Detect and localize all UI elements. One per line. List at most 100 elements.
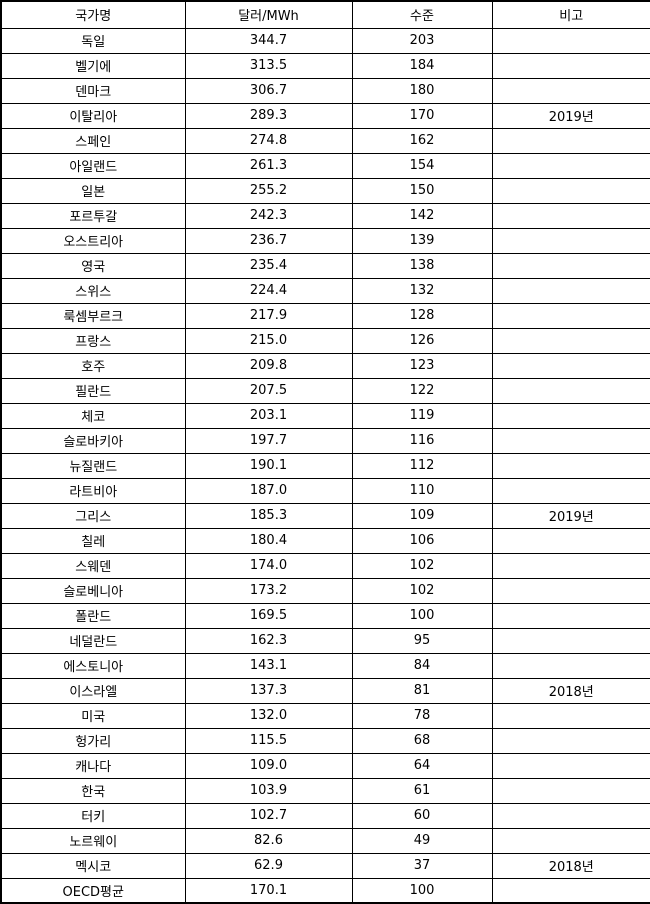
note-cell (491, 727, 650, 754)
table-row: 헝가리 115.5 68 (0, 727, 650, 754)
table-row: 덴마크 306.7 180 (0, 77, 650, 104)
table-row: 스웨덴 174.0 102 (0, 552, 650, 579)
level-cell: 68 (351, 727, 493, 754)
country-cell: 프랑스 (0, 327, 186, 354)
price-cell: 274.8 (184, 127, 353, 154)
table-row: 이스라엘 137.3 81 2018년 (0, 677, 650, 704)
table-row: 멕시코 62.9 37 2018년 (0, 852, 650, 879)
price-cell: 235.4 (184, 252, 353, 279)
note-cell: 2019년 (491, 502, 650, 529)
price-cell: 169.5 (184, 602, 353, 629)
country-cell: 이스라엘 (0, 677, 186, 704)
note-cell (491, 252, 650, 279)
note-cell (491, 802, 650, 829)
table-row: 라트비아 187.0 110 (0, 477, 650, 504)
price-cell: 180.4 (184, 527, 353, 554)
price-cell: 261.3 (184, 152, 353, 179)
note-cell (491, 302, 650, 329)
level-cell: 162 (351, 127, 493, 154)
country-cell: OECD평균 (0, 877, 186, 904)
table-row: OECD평균 170.1 100 (0, 877, 650, 904)
header-row: 국가명 달러/MWh 수준 비고 (0, 0, 650, 29)
price-cell: 207.5 (184, 377, 353, 404)
country-cell: 에스토니아 (0, 652, 186, 679)
price-cell: 313.5 (184, 52, 353, 79)
country-cell: 미국 (0, 702, 186, 729)
price-cell: 187.0 (184, 477, 353, 504)
note-cell (491, 152, 650, 179)
country-cell: 멕시코 (0, 852, 186, 879)
note-cell (491, 277, 650, 304)
table-row: 체코 203.1 119 (0, 402, 650, 429)
level-cell: 184 (351, 52, 493, 79)
level-cell: 102 (351, 552, 493, 579)
country-cell: 캐나다 (0, 752, 186, 779)
level-cell: 150 (351, 177, 493, 204)
table-row: 캐나다 109.0 64 (0, 752, 650, 779)
price-cell: 197.7 (184, 427, 353, 454)
note-cell (491, 427, 650, 454)
price-cell: 203.1 (184, 402, 353, 429)
level-cell: 128 (351, 302, 493, 329)
table-row: 칠레 180.4 106 (0, 527, 650, 554)
level-cell: 154 (351, 152, 493, 179)
country-cell: 룩셈부르크 (0, 302, 186, 329)
note-cell (491, 77, 650, 104)
price-cell: 242.3 (184, 202, 353, 229)
note-cell: 2019년 (491, 102, 650, 129)
country-cell: 헝가리 (0, 727, 186, 754)
country-cell: 스페인 (0, 127, 186, 154)
level-cell: 49 (351, 827, 493, 854)
note-cell (491, 327, 650, 354)
level-cell: 64 (351, 752, 493, 779)
note-cell (491, 652, 650, 679)
level-cell: 60 (351, 802, 493, 829)
note-cell (491, 377, 650, 404)
level-cell: 109 (351, 502, 493, 529)
level-cell: 180 (351, 77, 493, 104)
country-cell: 스웨덴 (0, 552, 186, 579)
level-cell: 106 (351, 527, 493, 554)
price-cell: 62.9 (184, 852, 353, 879)
country-cell: 영국 (0, 252, 186, 279)
table-row: 독일 344.7 203 (0, 27, 650, 54)
country-cell: 폴란드 (0, 602, 186, 629)
table-row: 포르투갈 242.3 142 (0, 202, 650, 229)
table-row: 터키 102.7 60 (0, 802, 650, 829)
level-cell: 138 (351, 252, 493, 279)
country-cell: 스위스 (0, 277, 186, 304)
note-cell (491, 352, 650, 379)
level-cell: 81 (351, 677, 493, 704)
level-cell: 123 (351, 352, 493, 379)
country-cell: 칠레 (0, 527, 186, 554)
price-cell: 209.8 (184, 352, 353, 379)
price-cell: 162.3 (184, 627, 353, 654)
column-header-level: 수준 (351, 0, 493, 29)
country-cell: 슬로베니아 (0, 577, 186, 604)
level-cell: 132 (351, 277, 493, 304)
level-cell: 170 (351, 102, 493, 129)
note-cell (491, 227, 650, 254)
price-cell: 255.2 (184, 177, 353, 204)
level-cell: 102 (351, 577, 493, 604)
level-cell: 78 (351, 702, 493, 729)
country-cell: 필란드 (0, 377, 186, 404)
note-cell (491, 402, 650, 429)
note-cell (491, 827, 650, 854)
price-cell: 306.7 (184, 77, 353, 104)
note-cell (491, 752, 650, 779)
note-cell (491, 602, 650, 629)
price-cell: 215.0 (184, 327, 353, 354)
table-row: 한국 103.9 61 (0, 777, 650, 804)
level-cell: 84 (351, 652, 493, 679)
table-row: 슬로바키아 197.7 116 (0, 427, 650, 454)
price-cell: 132.0 (184, 702, 353, 729)
level-cell: 110 (351, 477, 493, 504)
note-cell (491, 552, 650, 579)
level-cell: 95 (351, 627, 493, 654)
country-cell: 슬로바키아 (0, 427, 186, 454)
price-cell: 289.3 (184, 102, 353, 129)
table-header: 국가명 달러/MWh 수준 비고 (0, 0, 650, 29)
note-cell (491, 177, 650, 204)
